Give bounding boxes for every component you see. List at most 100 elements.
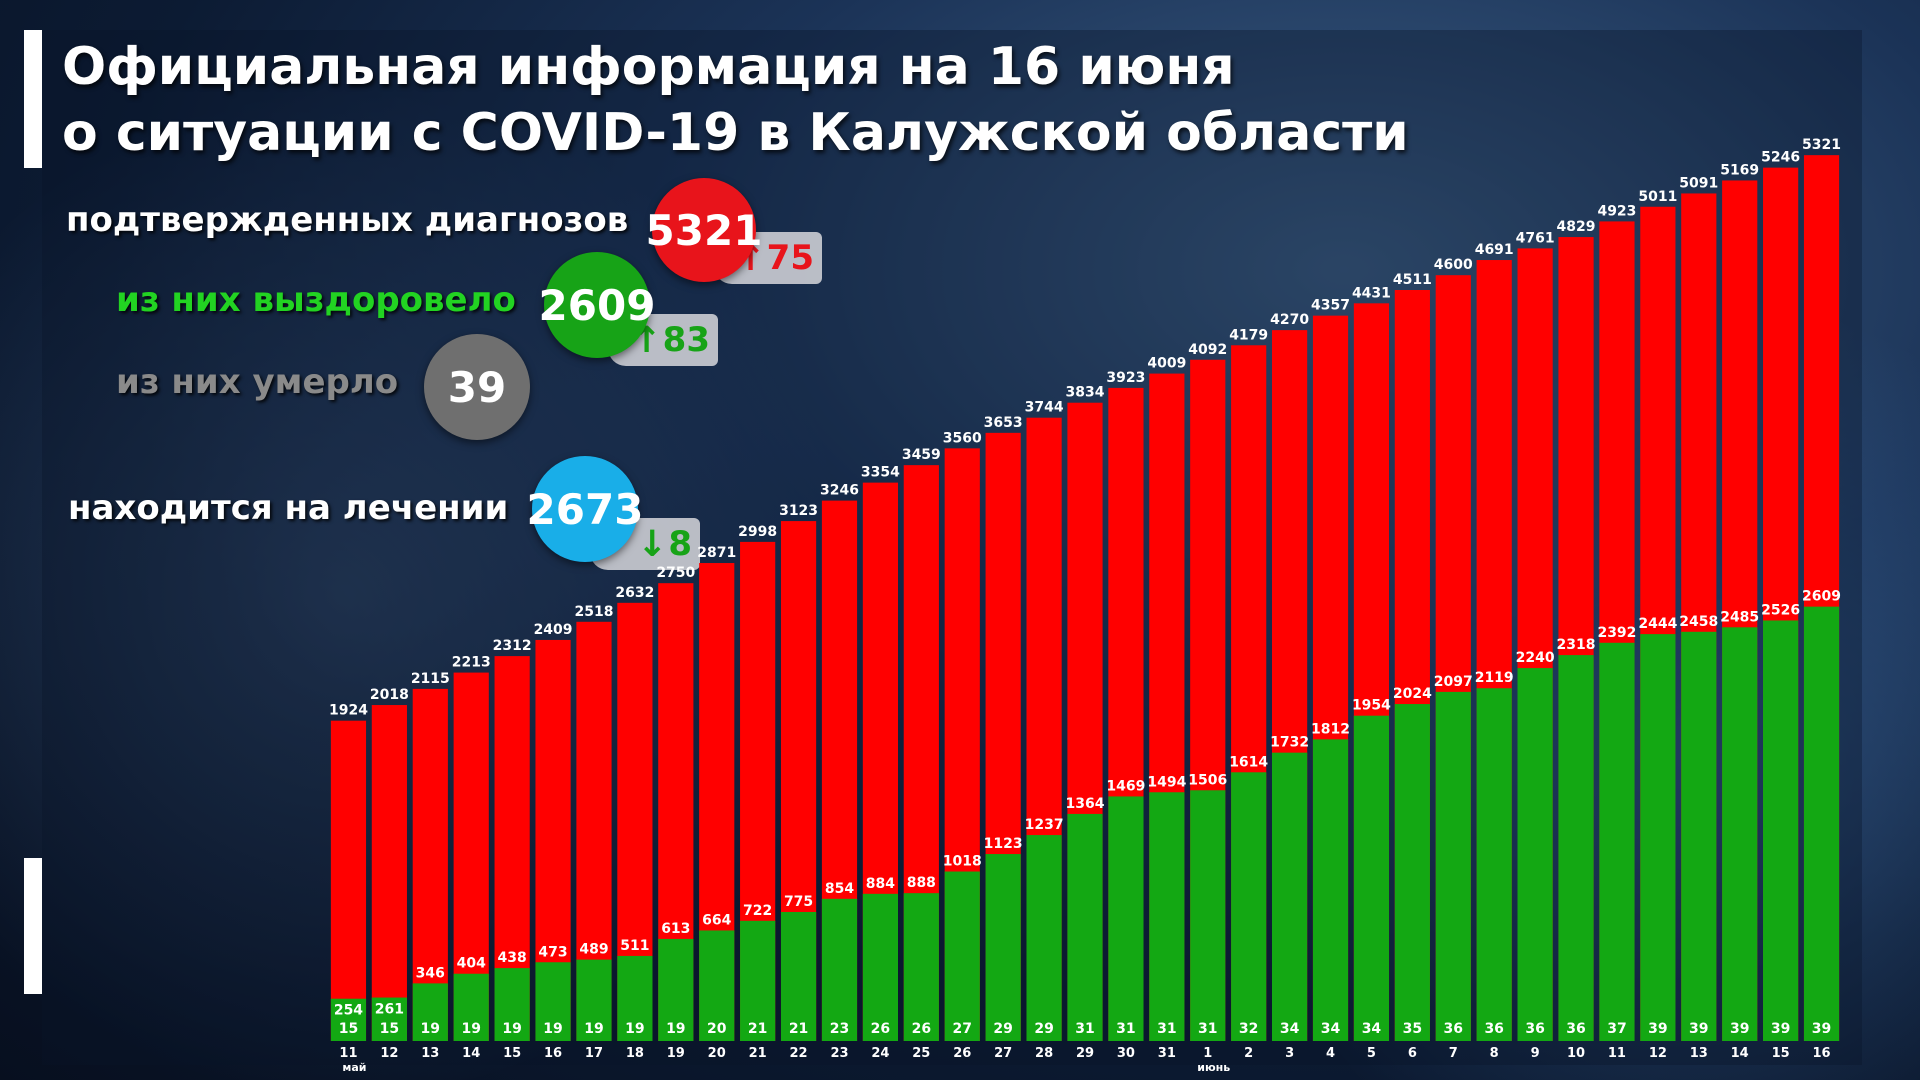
data-label-confirmed: 3834: [1066, 385, 1105, 401]
data-label-recovered: 613: [661, 921, 690, 937]
died-value: 39: [447, 362, 507, 412]
data-label-recovered: 664: [702, 912, 731, 928]
bar-confirmed: [412, 688, 448, 1041]
data-label-died: 36: [1484, 1021, 1503, 1037]
bar-recovered: [1231, 772, 1267, 1041]
data-label-died: 32: [1239, 1021, 1258, 1037]
confirmed-label: подтвержденных диагнозов: [66, 200, 629, 240]
data-label-confirmed: 1924: [329, 703, 368, 719]
data-label-died: 15: [339, 1021, 358, 1037]
x-tick-label: 30: [1117, 1046, 1135, 1061]
data-label-recovered: 854: [825, 881, 854, 897]
data-label-confirmed: 4092: [1188, 342, 1227, 358]
title-accent-bar: [24, 30, 42, 168]
data-label-recovered: 1954: [1352, 698, 1391, 714]
data-label-died: 23: [830, 1021, 849, 1037]
confirmed-delta: 75: [766, 238, 814, 278]
x-tick-label: 27: [994, 1046, 1012, 1061]
data-label-recovered: 1494: [1147, 774, 1186, 790]
data-label-recovered: 1812: [1311, 721, 1350, 737]
confirmed-value: 5321: [645, 205, 763, 255]
data-label-recovered: 1123: [984, 836, 1023, 852]
data-label-confirmed: 4270: [1270, 312, 1309, 328]
title-line-2: о ситуации с COVID-19 в Калужской област…: [62, 103, 1409, 163]
x-tick-label: 9: [1531, 1046, 1540, 1061]
data-label-confirmed: 2115: [411, 671, 450, 687]
arrow-down-icon: ↓: [637, 523, 668, 565]
data-label-confirmed: 4761: [1516, 230, 1555, 246]
data-label-died: 19: [502, 1021, 521, 1037]
data-label-recovered: 722: [743, 903, 772, 919]
data-label-confirmed: 3744: [1025, 400, 1064, 416]
bar-recovered: [330, 998, 367, 1041]
data-label-confirmed: 4600: [1434, 257, 1473, 273]
data-label-confirmed: 4691: [1475, 242, 1514, 258]
data-label-recovered: 2392: [1597, 625, 1636, 641]
bar-recovered: [699, 930, 735, 1041]
bar-recovered: [1435, 691, 1471, 1041]
x-tick-label: 23: [830, 1046, 848, 1061]
data-label-recovered: 1237: [1025, 817, 1064, 833]
data-label-died: 21: [748, 1021, 767, 1037]
data-label-died: 31: [1157, 1021, 1176, 1037]
recovered-delta: 83: [662, 320, 710, 360]
bar-recovered: [1640, 634, 1676, 1041]
bar-confirmed: [330, 720, 367, 1041]
bar-recovered: [821, 898, 858, 1041]
bar-recovered: [658, 938, 694, 1041]
data-label-died: 26: [871, 1021, 890, 1037]
data-label-recovered: 2119: [1475, 670, 1514, 686]
x-tick-label: 22: [790, 1046, 808, 1061]
data-label-recovered: 511: [620, 938, 649, 954]
data-label-confirmed: 2018: [370, 687, 409, 703]
data-label-died: 36: [1444, 1021, 1463, 1037]
data-label-recovered: 2609: [1802, 589, 1841, 605]
data-label-died: 15: [380, 1021, 399, 1037]
x-tick-label: 24: [871, 1046, 889, 1061]
bar-recovered: [903, 893, 939, 1041]
data-label-recovered: 1364: [1066, 796, 1105, 812]
data-label-died: 37: [1607, 1021, 1626, 1037]
data-label-died: 26: [912, 1021, 931, 1037]
data-label-confirmed: 2632: [615, 585, 654, 601]
bar-recovered: [1681, 631, 1717, 1041]
x-tick-label: 7: [1449, 1046, 1458, 1061]
x-tick-label: 6: [1408, 1046, 1417, 1061]
x-tick-label: 3: [1285, 1046, 1294, 1061]
data-label-died: 27: [953, 1021, 972, 1037]
data-label-died: 35: [1403, 1021, 1422, 1037]
title-line-1: Официальная информация на 16 июня: [62, 37, 1235, 97]
data-label-confirmed: 3653: [984, 415, 1023, 431]
data-label-confirmed: 4431: [1352, 285, 1391, 301]
data-label-recovered: 2024: [1393, 686, 1432, 702]
data-label-recovered: 2485: [1720, 609, 1759, 625]
bar-recovered: [1312, 739, 1349, 1041]
x-tick-label: 28: [1035, 1046, 1053, 1061]
bar-recovered: [1149, 792, 1185, 1041]
data-label-died: 20: [707, 1021, 727, 1037]
bar-recovered: [1067, 813, 1103, 1041]
data-label-confirmed: 2871: [697, 545, 736, 561]
x-tick-label: 16: [544, 1046, 562, 1061]
data-label-confirmed: 3459: [902, 447, 941, 463]
data-label-died: 36: [1566, 1021, 1585, 1037]
bar-recovered: [780, 911, 817, 1041]
data-label-recovered: 2526: [1761, 602, 1800, 618]
x-tick-label: 13: [1690, 1046, 1708, 1061]
x-tick-label: 14: [462, 1046, 480, 1061]
x-tick-label: 15: [503, 1046, 521, 1061]
data-label-died: 31: [1075, 1021, 1094, 1037]
data-label-died: 19: [421, 1021, 440, 1037]
bar-recovered: [985, 854, 1021, 1041]
bar-recovered: [1763, 620, 1799, 1041]
died-value-circle: 39: [424, 334, 530, 440]
data-label-confirmed: 2312: [493, 638, 532, 654]
data-label-died: 36: [1525, 1021, 1544, 1037]
bar-recovered: [1190, 790, 1226, 1041]
data-label-died: 19: [543, 1021, 562, 1037]
data-label-recovered: 1018: [943, 854, 982, 870]
data-label-recovered: 2444: [1638, 616, 1677, 632]
bar-recovered: [371, 997, 407, 1041]
x-tick-label: 21: [749, 1046, 767, 1061]
